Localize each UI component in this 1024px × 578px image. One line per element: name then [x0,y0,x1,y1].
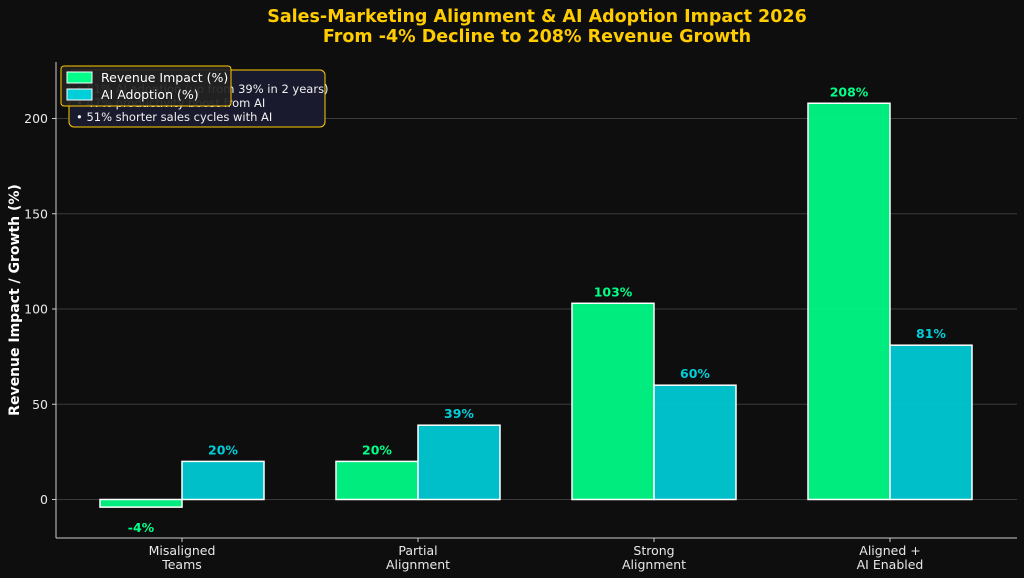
data-label: 81% [916,326,946,341]
bar [889,344,973,501]
y-tick-label: 200 [24,111,48,126]
bar [653,384,737,501]
data-label: 39% [444,406,474,421]
legend-swatch [66,88,93,101]
legend-label: AI Adoption (%) [101,87,199,102]
y-tick-label: 150 [24,206,48,221]
data-label: -4% [128,520,155,535]
bar [571,302,655,501]
y-ticks: 0 50 100 150 200 [24,111,56,507]
y-tick-label: 0 [40,492,48,507]
x-tick-label: Strong [633,543,674,558]
chart-title: Sales-Marketing Alignment & AI Adoption … [267,7,807,27]
y-tick-label: 50 [32,397,48,412]
legend-swatch [66,71,93,84]
bar [335,460,419,501]
data-label: 60% [680,366,710,381]
data-label: 103% [594,284,633,299]
x-tick-label: Aligned + [859,543,920,558]
bar [181,460,265,501]
axes [55,62,1017,539]
annotation-line: • 51% shorter sales cycles with AI [76,110,272,124]
data-label: 20% [362,442,392,457]
data-label: 208% [830,84,869,99]
x-tick-label: Alignment [386,557,450,572]
x-tick-label: Alignment [622,557,686,572]
legend: Revenue Impact (%) AI Adoption (%) [60,65,232,107]
legend-label: Revenue Impact (%) [101,70,228,85]
x-tick-label: Misaligned [149,543,216,558]
data-labels: -4% 20% 103% 208% 20% 39% 60% 81% [128,84,947,535]
y-tick-label: 100 [24,302,48,317]
data-label: 20% [208,442,238,457]
bar [417,424,501,501]
x-tick-label: AI Enabled [857,557,924,572]
bar [807,102,891,501]
x-ticks: MisalignedTeamsPartialAlignmentStrongAli… [149,538,924,572]
bars [99,102,973,508]
x-tick-label: Partial [398,543,437,558]
y-axis-label: Revenue Impact / Growth (%) [7,184,23,416]
bar [99,498,183,508]
legend-background [60,65,232,107]
x-tick-label: Teams [161,557,202,572]
chart-subtitle: From -4% Decline to 208% Revenue Growth [323,27,751,47]
